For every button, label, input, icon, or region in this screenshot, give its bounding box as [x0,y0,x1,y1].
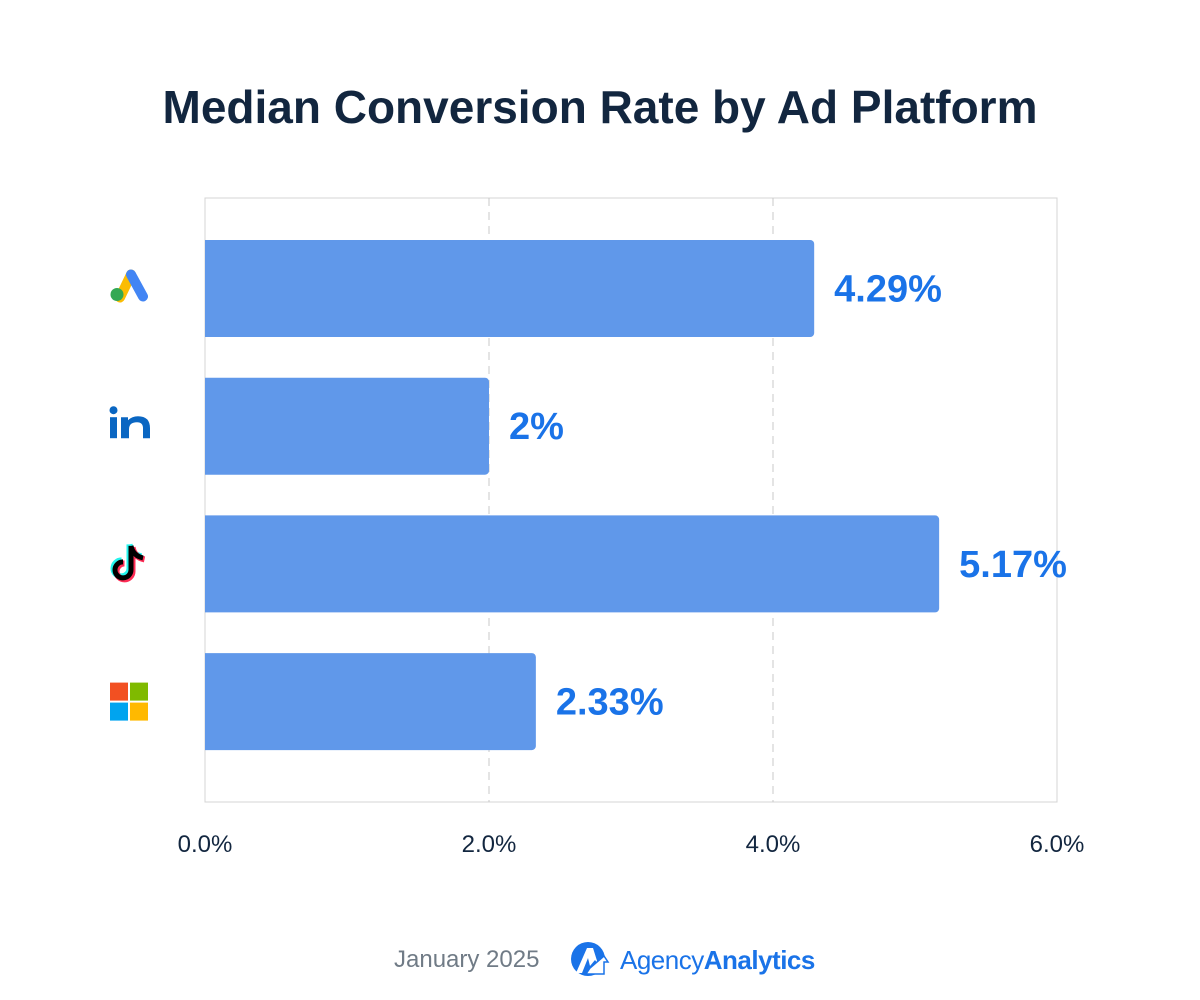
agency-analytics-logo-icon [571,942,610,976]
bar [205,653,536,751]
x-tick-label: 6.0% [1030,831,1085,858]
google-ads-blue [126,269,148,302]
linkedin-icon [109,406,150,439]
bar [205,515,940,613]
chart-title: Median Conversion Rate by Ad Platform [162,81,1038,133]
data-label: 2.33% [556,682,664,724]
x-tick-label: 2.0% [462,831,517,858]
microsoft-square [110,682,128,701]
google-ads-green [110,288,124,301]
brand-name: AgencyAnalytics [620,945,815,976]
linkedin-n [121,416,150,439]
tiktok-icon [110,543,146,583]
data-label: 2% [509,406,564,448]
bar [205,240,815,337]
footer: January 2025 AgencyAnalytics [0,940,1200,980]
microsoft-icon [110,682,148,721]
bar-chart: 0.0% 2.0% 4.0% 6.0% 4.29% 2% 5.17% 2.33% [109,197,1085,858]
brand-light: Agency [620,945,704,975]
plot-frame [204,197,1058,803]
linkedin-i [110,417,117,439]
microsoft-square [110,702,128,721]
x-tick-label: 4.0% [746,831,801,858]
footer-date: January 2025 [394,946,540,973]
data-label: 5.17% [959,544,1067,586]
brand-bold: Analytics [703,945,816,975]
bar [205,377,489,475]
google-ads-icon [110,269,148,303]
linkedin-dot [109,406,118,415]
data-label: 4.29% [834,269,942,311]
tiktok-black [112,545,144,581]
microsoft-square [130,702,148,721]
microsoft-square [130,682,148,701]
x-tick-label: 0.0% [178,831,233,858]
